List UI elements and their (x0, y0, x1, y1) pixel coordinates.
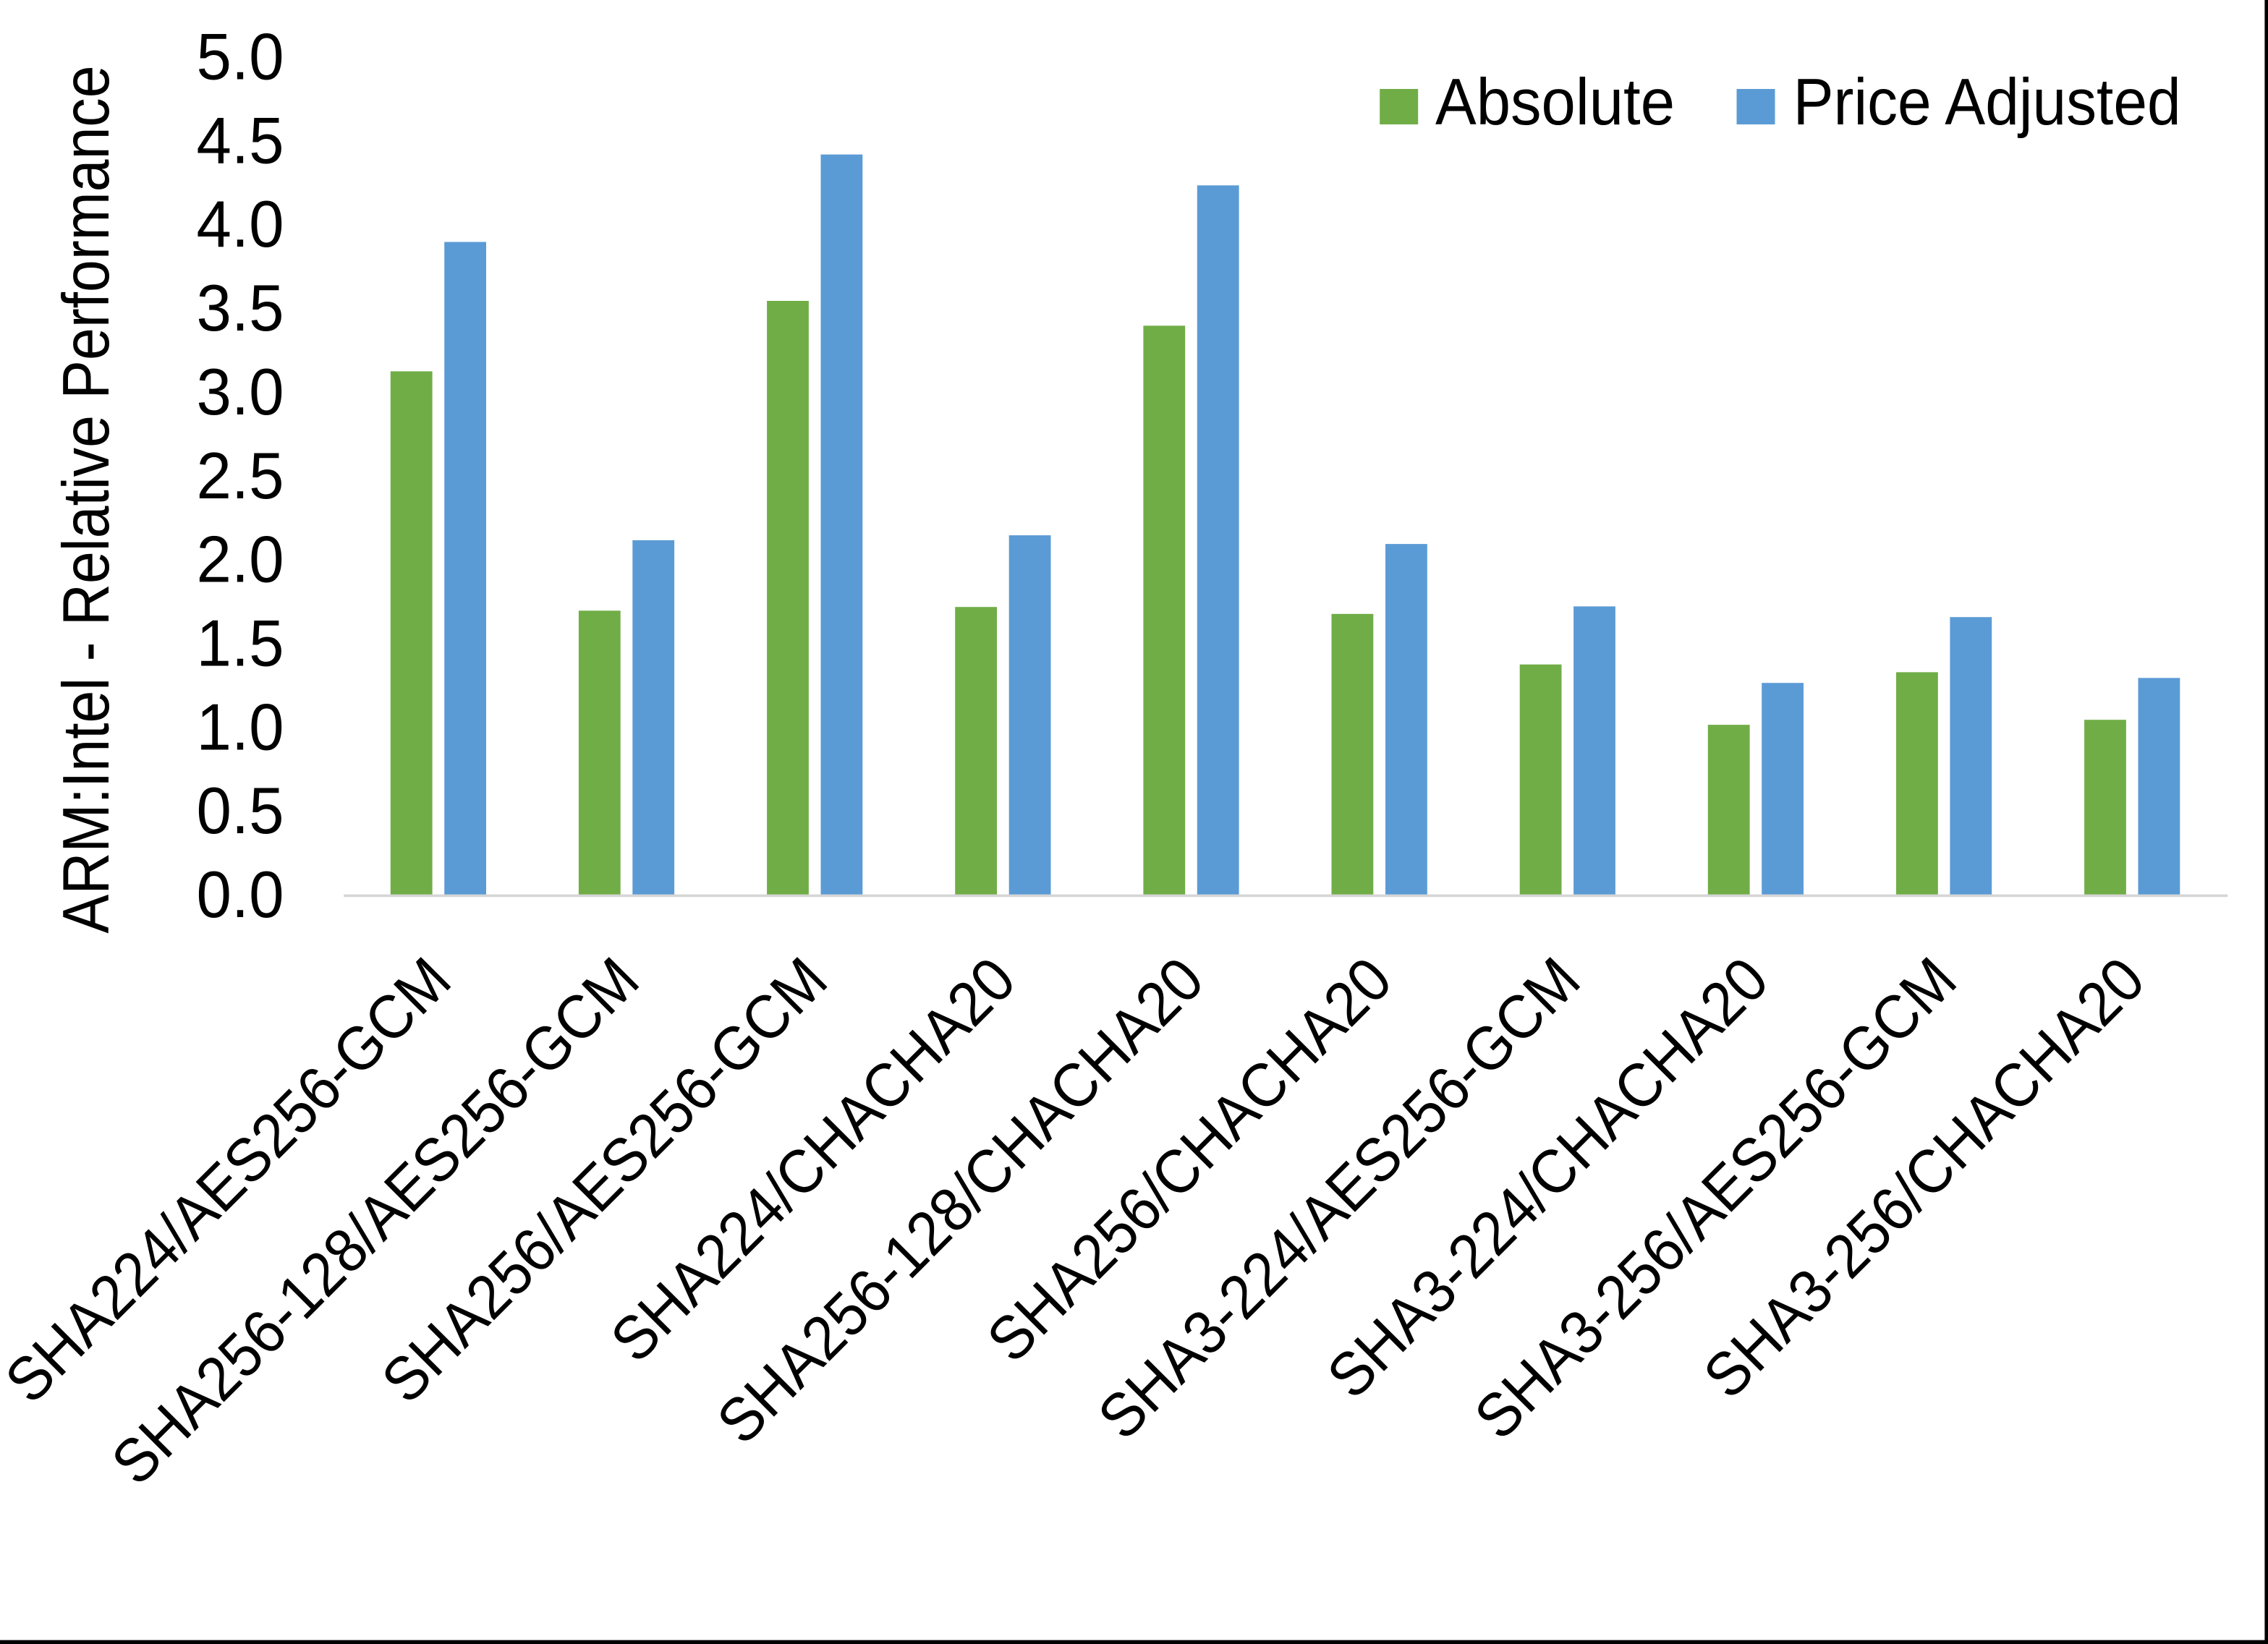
svg-text:0.5: 0.5 (197, 775, 284, 848)
svg-text:1.5: 1.5 (197, 608, 284, 681)
svg-text:2.5: 2.5 (197, 440, 284, 513)
svg-text:2.0: 2.0 (197, 524, 284, 597)
svg-text:3.5: 3.5 (197, 272, 284, 345)
svg-text:3.0: 3.0 (197, 356, 284, 429)
svg-text:Absolute: Absolute (1435, 66, 1675, 139)
svg-text:1.0: 1.0 (197, 691, 284, 764)
svg-text:ARM:Intel - Relative Performan: ARM:Intel - Relative Performance (50, 66, 123, 934)
svg-text:Price Adjusted: Price Adjusted (1793, 66, 2181, 139)
svg-text:4.0: 4.0 (197, 188, 284, 261)
svg-text:4.5: 4.5 (197, 104, 284, 177)
svg-text:0.0: 0.0 (197, 859, 284, 932)
svg-text:5.0: 5.0 (197, 21, 284, 94)
